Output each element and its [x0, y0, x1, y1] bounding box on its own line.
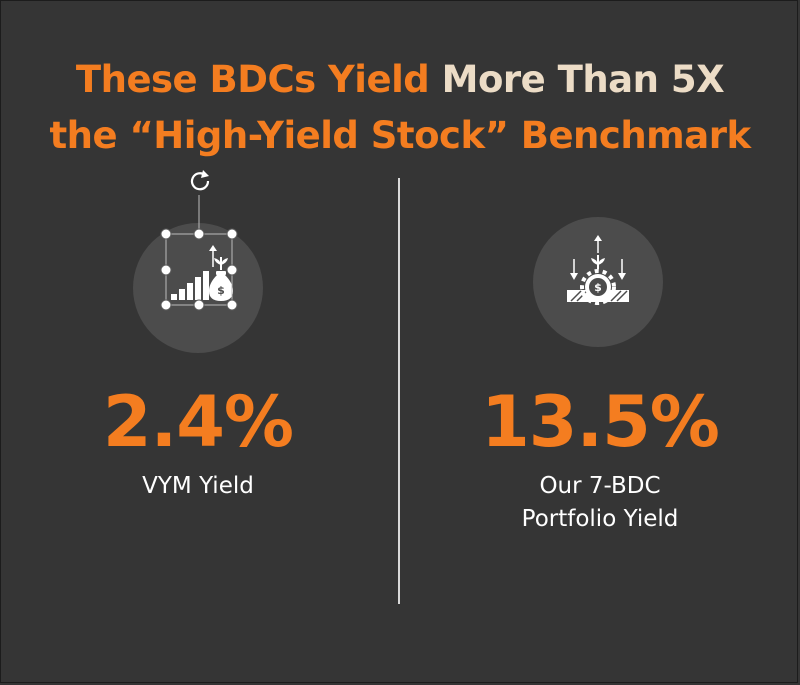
left-yield-label: VYM Yield	[0, 470, 398, 503]
dollar-gear-arrows-icon: $	[567, 235, 629, 305]
column-divider	[398, 178, 400, 604]
title-part-1: These BDCs Yield	[75, 58, 442, 101]
left-yield-value: 2.4%	[102, 381, 294, 463]
left-icon-circle: $	[133, 223, 263, 353]
left-label-line-1: VYM Yield	[142, 473, 254, 499]
svg-text:$: $	[217, 284, 225, 297]
right-icon-circle: $	[533, 217, 663, 347]
right-yield-label: Our 7-BDC Portfolio Yield	[400, 470, 800, 536]
right-yield-value: 13.5%	[481, 381, 720, 463]
money-bag-growth-icon: $	[171, 245, 233, 301]
title-part-2: More Than 5X	[441, 58, 725, 101]
svg-text:$: $	[594, 281, 602, 294]
right-label-line-1: Our 7-BDC	[539, 473, 661, 499]
slide-title: These BDCs Yield More Than 5X the “High-…	[0, 52, 800, 164]
title-line-2: the “High-Yield Stock” Benchmark	[49, 114, 751, 157]
right-label-line-2: Portfolio Yield	[521, 506, 679, 532]
